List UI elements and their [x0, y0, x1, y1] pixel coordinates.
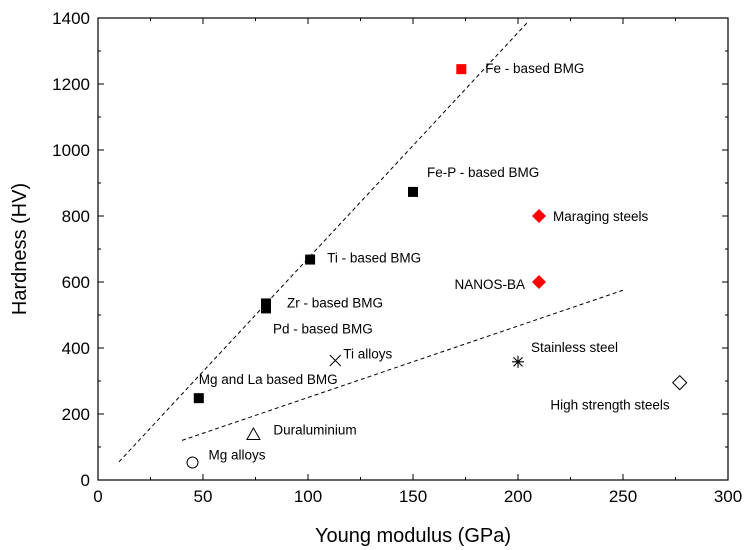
data-point — [456, 64, 467, 75]
x-axis-title: Young modulus (GPa) — [315, 525, 511, 547]
x-tick-label: 200 — [504, 487, 532, 506]
x-tick-label: 150 — [399, 487, 427, 506]
y-tick-label: 1000 — [52, 141, 90, 160]
trend-lines — [118, 20, 624, 463]
x-tick-label: 250 — [609, 487, 637, 506]
x-tick-label: 0 — [93, 487, 102, 506]
axis-ticks: 0 50 100 150 200 250 300 0 200 400 600 800 1000 1200 1… — [52, 9, 742, 506]
data-point — [329, 354, 342, 367]
point-labels: Fe - based BMG Fe-P - based BMG Maraging s… — [199, 61, 670, 462]
point-label: Mg alloys — [209, 448, 266, 463]
y-tick-label: 0 — [81, 471, 90, 490]
point-label: Maraging steels — [553, 209, 649, 224]
point-label: Ti - based BMG — [327, 251, 421, 266]
x-tick-label: 300 — [714, 487, 742, 506]
point-label: High strength steels — [550, 398, 670, 413]
y-tick-label: 1400 — [52, 9, 90, 28]
point-label: Fe-P - based BMG — [427, 165, 539, 180]
data-point — [671, 374, 688, 391]
point-label: Mg and La based BMG — [199, 372, 338, 387]
data-point — [408, 186, 418, 197]
data-point — [532, 275, 546, 289]
y-tick-label: 800 — [62, 207, 90, 226]
point-label: Fe - based BMG — [485, 61, 584, 76]
data-point — [305, 254, 316, 265]
data-point — [246, 426, 261, 440]
data-point — [532, 209, 546, 223]
point-label: Pd - based BMG — [273, 321, 373, 336]
y-tick-label: 400 — [62, 339, 90, 358]
data-point — [186, 456, 199, 469]
x-tick-label: 50 — [194, 487, 213, 506]
y-tick-label: 200 — [62, 405, 90, 424]
point-label: Duraluminium — [273, 422, 356, 437]
point-label: Zr - based BMG — [287, 295, 383, 310]
point-label: Stainless steel — [531, 340, 618, 355]
y-tick-label: 600 — [62, 273, 90, 292]
y-axis-title: Hardness (HV) — [9, 183, 31, 315]
point-label: Ti alloys — [343, 347, 392, 362]
point-label: NANOS-BA — [454, 277, 525, 292]
trend-line-upper — [118, 20, 529, 463]
x-tick-label: 100 — [294, 487, 322, 506]
y-tick-label: 1200 — [52, 75, 90, 94]
data-points — [186, 64, 688, 469]
trend-line-lower — [181, 289, 624, 441]
data-point — [512, 355, 524, 368]
data-point — [261, 303, 271, 314]
data-point — [193, 393, 204, 404]
